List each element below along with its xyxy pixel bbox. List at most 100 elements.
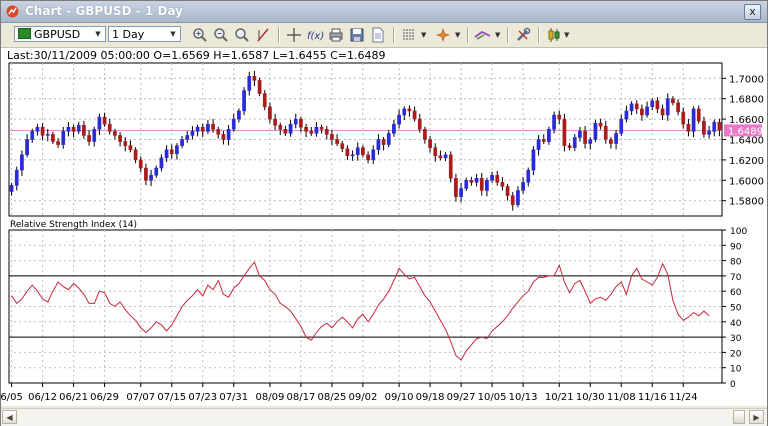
settings-button[interactable] xyxy=(514,26,532,44)
candle xyxy=(76,121,81,134)
bear-candle-body xyxy=(640,108,644,116)
zoom-in-button[interactable] xyxy=(191,26,209,44)
bear-candle-body xyxy=(56,141,60,145)
bear-candle-body xyxy=(324,129,329,135)
candle xyxy=(552,111,556,134)
candle xyxy=(402,106,407,121)
candle xyxy=(56,138,60,148)
date-tick-label: 09/10 xyxy=(385,392,414,403)
toolbar-separator xyxy=(507,27,509,43)
chevron-down-icon[interactable]: ▼ xyxy=(564,31,570,39)
date-tick-label: 08/09 xyxy=(256,392,285,403)
crosshair-button[interactable] xyxy=(285,26,303,44)
bear-candle-body xyxy=(495,174,500,183)
candle xyxy=(474,173,479,187)
bear-candle-body xyxy=(144,167,148,181)
scroll-thumb[interactable] xyxy=(733,410,745,424)
candle xyxy=(66,121,71,137)
timeframe-value: 1 Day xyxy=(112,28,145,41)
bar-type-icon xyxy=(548,28,560,42)
zoom-out-button[interactable] xyxy=(212,26,230,44)
chevron-down-icon[interactable]: ▼ xyxy=(495,31,501,39)
rsi-tick-label: 80 xyxy=(730,258,742,268)
bull-candle-body xyxy=(578,131,582,138)
candle xyxy=(283,125,288,136)
candle xyxy=(588,136,593,150)
bear-candle-body xyxy=(221,134,226,140)
bear-candle-body xyxy=(412,110,417,120)
bull-candle-body xyxy=(645,106,649,116)
bull-candle-body xyxy=(237,110,241,120)
candle xyxy=(665,93,670,121)
date-tick-label: 11/16 xyxy=(638,392,667,403)
document-button[interactable] xyxy=(369,26,387,44)
chevron-down-icon: ▼ xyxy=(95,30,101,38)
candle xyxy=(288,119,293,137)
candle xyxy=(206,119,210,134)
bear-candle-body xyxy=(304,127,308,132)
bear-candle-body xyxy=(340,143,345,149)
candle xyxy=(221,130,226,145)
bear-candle-body xyxy=(299,118,303,128)
candle xyxy=(645,101,649,118)
bear-candle-body xyxy=(71,127,76,132)
zoom-out-icon xyxy=(214,28,228,42)
bear-candle-body xyxy=(603,125,608,140)
date-tick-label: 10/13 xyxy=(509,392,538,403)
candle xyxy=(681,107,686,129)
bull-candle-body xyxy=(474,178,479,183)
bear-candle-body xyxy=(454,178,458,197)
candle xyxy=(82,120,86,139)
bear-candle-body xyxy=(381,139,386,145)
candle xyxy=(237,108,241,123)
indicator-button[interactable]: f(x) xyxy=(306,26,324,44)
title-bar[interactable]: Chart - GBPUSD - 1 Day x xyxy=(1,1,767,23)
bear-candle-body xyxy=(562,118,567,146)
candle xyxy=(412,106,417,122)
bull-candle-body xyxy=(526,169,531,183)
bar-type-button[interactable] xyxy=(545,26,563,44)
candle xyxy=(619,114,624,136)
candle xyxy=(583,126,587,149)
bull-candle-body xyxy=(66,127,71,132)
bull-candle-body xyxy=(355,147,360,156)
candle xyxy=(443,152,448,162)
bear-candle-body xyxy=(169,149,174,155)
price-panel[interactable]: 1.7000 1.6800 1.6600 1.6400 1.6200 1.6000 1.58… xyxy=(1,48,767,219)
scroll-left-button[interactable]: ◀ xyxy=(2,410,17,424)
bear-candle-body xyxy=(655,100,660,110)
bull-candle-body xyxy=(14,169,19,186)
candle xyxy=(102,112,107,127)
date-tick-label: 07/31 xyxy=(219,392,248,403)
rsi-tick-label: 0 xyxy=(730,380,736,390)
bear-candle-body xyxy=(686,123,691,132)
chevron-down-icon[interactable]: ▼ xyxy=(421,31,427,39)
candle xyxy=(278,122,283,136)
price-tick-label: 1.6200 xyxy=(729,156,764,167)
chevron-down-icon[interactable]: ▼ xyxy=(455,31,461,39)
style-button[interactable] xyxy=(474,26,492,44)
bear-candle-body xyxy=(319,127,324,130)
zoom-reset-button[interactable] xyxy=(233,26,251,44)
horizontal-scrollbar[interactable]: ◀ ▶ xyxy=(1,408,767,426)
grid-layout-button[interactable] xyxy=(400,26,418,44)
bull-candle-body xyxy=(97,116,102,130)
rsi-tick-label: 40 xyxy=(730,319,742,329)
bull-candle-body xyxy=(397,114,401,125)
bear-candle-body xyxy=(583,131,587,144)
objects-button[interactable] xyxy=(434,26,452,44)
candle xyxy=(469,176,474,186)
draw-line-button[interactable] xyxy=(254,26,272,44)
print-button[interactable] xyxy=(327,26,345,44)
close-button[interactable]: x xyxy=(744,4,761,20)
bull-candle-body xyxy=(536,139,541,150)
timeframe-select[interactable]: 1 Day ▼ xyxy=(108,26,181,42)
candle xyxy=(516,186,520,208)
candle xyxy=(87,130,91,146)
candle xyxy=(242,87,246,116)
save-button[interactable] xyxy=(348,26,366,44)
scroll-right-button[interactable]: ▶ xyxy=(749,410,764,424)
symbol-select[interactable]: GBPUSD ▼ xyxy=(14,26,106,42)
